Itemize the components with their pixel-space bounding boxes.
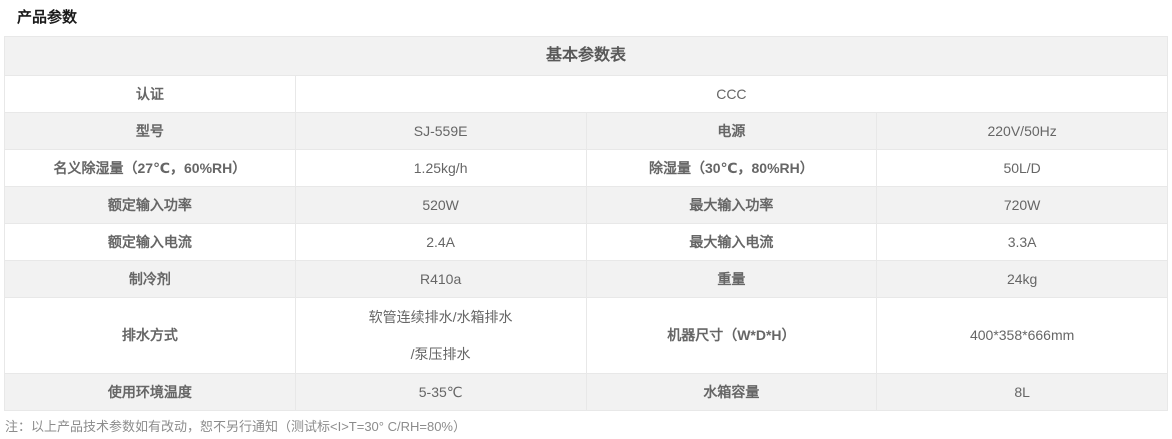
nominal-capacity-value: 1.25kg/h [294,149,587,187]
table-row-certification: 认证 CCC [4,75,1169,113]
max-current-label: 最大输入电流 [585,223,878,261]
table-row-dehumidify-capacity: 名义除湿量（27℃，60%RH） 1.25kg/h 除湿量（30℃，80%RH）… [4,149,1168,187]
max-power-value: 720W [876,186,1168,224]
refrigerant-label: 制冷剂 [4,260,296,298]
dimensions-label: 机器尺寸（W*D*H） [585,297,878,374]
model-label: 型号 [4,112,296,150]
certification-value: CCC [294,75,1169,113]
table-row-drain-dimensions: 排水方式 软管连续排水/水箱排水 /泵压排水 机器尺寸（W*D*H） 400*3… [4,297,1168,374]
tank-capacity-label: 水箱容量 [585,373,878,411]
rated-power-value: 520W [294,186,587,224]
power-supply-label: 电源 [585,112,878,150]
certification-label: 认证 [4,75,296,113]
weight-value: 24kg [876,260,1168,298]
drain-method-value: 软管连续排水/水箱排水 /泵压排水 [294,297,587,374]
table-title: 基本参数表 [4,36,1168,76]
table-row-refrigerant-weight: 制冷剂 R410a 重量 24kg [4,260,1168,298]
rated-current-label: 额定输入电流 [4,223,296,261]
max-current-value: 3.3A [876,223,1168,261]
drain-method-line2: /泵压排水 [410,345,471,362]
capacity-value: 50L/D [876,149,1168,187]
refrigerant-value: R410a [294,260,587,298]
ambient-temp-label: 使用环境温度 [4,373,296,411]
rated-power-label: 额定输入功率 [4,186,296,224]
page-title: 产品参数 [17,9,78,26]
capacity-label: 除湿量（30℃，80%RH） [585,149,878,187]
table-header-row: 基本参数表 [4,36,1168,76]
drain-method-label: 排水方式 [4,297,296,374]
max-power-label: 最大输入功率 [585,186,878,224]
ambient-temp-value: 5-35℃ [294,373,587,411]
weight-label: 重量 [585,260,878,298]
drain-method-line1: 软管连续排水/水箱排水 [368,309,513,326]
dimensions-value: 400*358*666mm [876,297,1168,374]
table-row-input-power: 额定输入功率 520W 最大输入功率 720W [4,186,1168,224]
tank-capacity-value: 8L [876,373,1168,411]
nominal-capacity-label: 名义除湿量（27℃，60%RH） [4,149,296,187]
rated-current-value: 2.4A [294,223,587,261]
table-row-input-current: 额定输入电流 2.4A 最大输入电流 3.3A [4,223,1168,261]
model-value: SJ-559E [294,112,587,150]
footnote: 注：以上产品技术参数如有改动，恕不另行通知（测试标<I>T=30° C/RH=8… [5,419,466,434]
table-row-model-power: 型号 SJ-559E 电源 220V/50Hz [4,112,1168,150]
spec-table: 基本参数表 认证 CCC 型号 SJ-559E 电源 220V/50Hz 名义除… [4,36,1169,411]
table-row-environment-tank: 使用环境温度 5-35℃ 水箱容量 8L [4,373,1168,411]
power-supply-value: 220V/50Hz [876,112,1168,150]
